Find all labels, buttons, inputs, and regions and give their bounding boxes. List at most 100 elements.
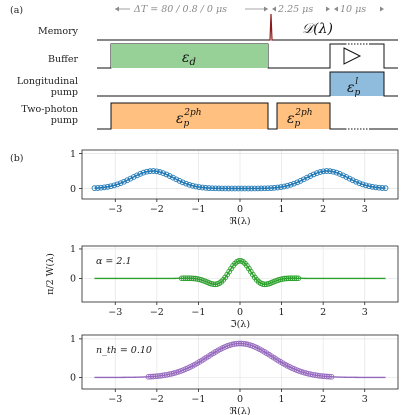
row-label-long-1: Longitudinal (17, 76, 78, 87)
series-line (94, 170, 386, 190)
data-point (295, 275, 302, 282)
data-point (258, 185, 265, 192)
data-point (104, 183, 111, 190)
data-point (210, 281, 217, 288)
data-point (307, 173, 314, 179)
row-label-tp-2: pump (51, 115, 78, 126)
x-tick-label: 0 (237, 204, 243, 215)
x-axis-label: ℜ(λ) (229, 406, 250, 415)
y-tick-label: 1 (70, 334, 76, 345)
data-point (219, 185, 225, 192)
x-tick-label: 2 (320, 394, 326, 405)
data-point (284, 182, 291, 189)
data-point (206, 185, 212, 191)
data-point (366, 183, 373, 190)
data-point (189, 182, 196, 189)
data-point (346, 175, 353, 182)
data-point (369, 183, 376, 190)
data-point (209, 185, 216, 192)
data-point (212, 281, 219, 288)
two-photon-trace (97, 102, 398, 130)
data-point (330, 168, 337, 175)
data-point (147, 168, 153, 174)
data-point (111, 182, 117, 189)
data-point (285, 275, 292, 282)
chart-thermal: −3 −2 −1 0 1 2 3 0 1 ℜ(λ) n_th = 0.10 (70, 334, 399, 415)
x-tick-label: −1 (191, 394, 205, 405)
row-label-memory: Memory (38, 26, 79, 37)
data-point (328, 373, 335, 380)
x-tick-label: −3 (108, 394, 122, 405)
data-point (259, 281, 266, 287)
data-point (356, 180, 363, 187)
data-point (98, 184, 104, 191)
x-axis-label: ℑ(λ) (230, 319, 250, 330)
data-point (293, 275, 300, 282)
data-point (264, 185, 271, 192)
timing-annotations: ΔT = 80 / 0.8 / 0 μs 2.25 μs 10 μs (115, 4, 384, 15)
data-point (359, 181, 366, 188)
data-point (310, 171, 317, 178)
data-point (372, 184, 379, 191)
y-axis-label: π/2 W(λ) (45, 253, 56, 295)
long-pump-trace (97, 71, 398, 97)
data-point (190, 275, 197, 282)
data-point (294, 179, 301, 186)
panel-a-label: (a) (10, 5, 23, 16)
data-point (238, 185, 245, 192)
data-point (349, 177, 356, 184)
data-point (215, 185, 222, 192)
data-point (327, 168, 333, 174)
data-point (242, 185, 248, 192)
data-point (248, 185, 255, 192)
data-point (291, 180, 297, 187)
data-point (340, 172, 346, 179)
data-point (180, 275, 187, 282)
data-point (179, 179, 186, 186)
data-point (160, 170, 167, 176)
data-point (140, 169, 147, 176)
data-point (199, 184, 206, 191)
data-point (101, 184, 108, 191)
data-point (228, 185, 235, 192)
data-point (186, 181, 193, 188)
data-point (114, 181, 121, 188)
chart-annotation: n_th = 0.10 (96, 345, 152, 356)
data-point (107, 183, 114, 190)
data-point (376, 184, 382, 191)
y-tick-label: 0 (70, 184, 76, 195)
buffer-block (111, 44, 268, 68)
data-point (232, 185, 238, 192)
y-tick-label: 0 (70, 274, 76, 285)
data-point (236, 258, 242, 264)
timing-2-25: 2.25 μs (277, 4, 313, 15)
x-tick-label: 3 (362, 204, 368, 215)
data-point (166, 173, 173, 179)
x-tick-label: 3 (362, 394, 368, 405)
data-point (297, 178, 304, 184)
data-point (137, 171, 144, 177)
data-point (291, 275, 298, 282)
data-point (304, 174, 310, 181)
data-point (124, 177, 131, 184)
data-point (281, 275, 288, 282)
data-point (188, 275, 195, 282)
memory-block-label: 𝒟(λ) (302, 21, 333, 37)
data-point (353, 178, 359, 185)
data-point (323, 168, 330, 174)
data-point (289, 275, 296, 282)
y-tick-label: 1 (70, 244, 76, 255)
x-tick-label: 2 (320, 204, 326, 215)
data-point (170, 174, 176, 181)
data-point (157, 169, 163, 175)
x-axis-label: ℜ(λ) (229, 216, 250, 227)
data-point (163, 171, 170, 178)
data-point (117, 180, 124, 187)
series-line (94, 260, 386, 286)
svg-text:𝒟(λ): 𝒟(λ) (302, 21, 333, 37)
data-point (343, 174, 350, 180)
data-point (202, 184, 209, 191)
data-point (283, 275, 290, 282)
data-point (212, 185, 219, 192)
buffer-trace (97, 43, 398, 69)
